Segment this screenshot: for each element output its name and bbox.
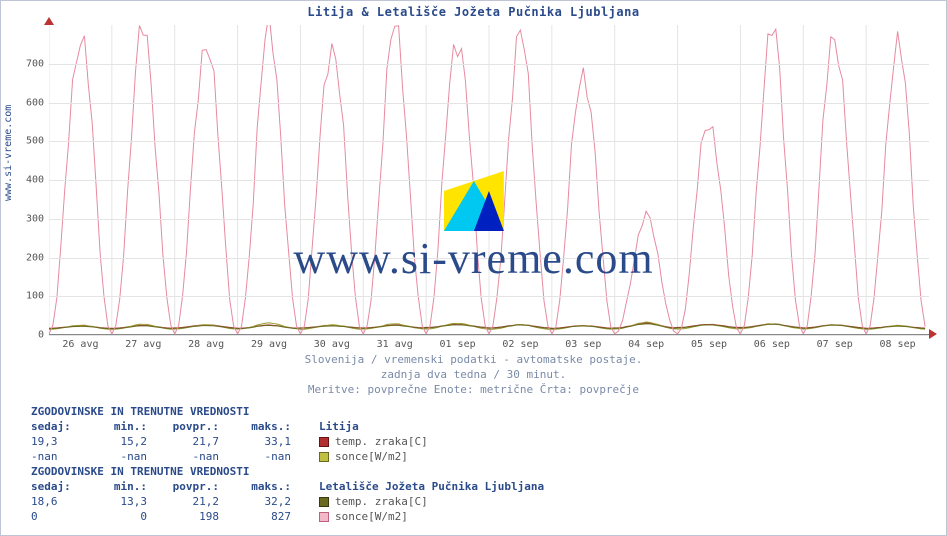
grid-line bbox=[49, 258, 929, 259]
stats-row: -nan-nan-nan-nansonce[W/m2] bbox=[31, 450, 428, 465]
stats-value: 19,3 bbox=[31, 435, 87, 450]
stats-value: 21,7 bbox=[159, 435, 231, 450]
stats-column-label: sedaj: bbox=[31, 480, 87, 495]
stats-columns: sedaj:min.:povpr.:maks.: Letališče Jožeta… bbox=[31, 480, 544, 495]
stats-column-label: povpr.: bbox=[159, 480, 231, 495]
caption-line: zadnja dva tedna / 30 minut. bbox=[1, 368, 946, 383]
x-tick-label: 29 avg bbox=[251, 339, 287, 350]
stats-value: 13,3 bbox=[87, 495, 159, 510]
stats-value: 15,2 bbox=[87, 435, 159, 450]
legend-swatch-icon bbox=[319, 437, 329, 447]
stats-value: 18,6 bbox=[31, 495, 87, 510]
x-tick-label: 08 sep bbox=[880, 339, 916, 350]
plot-area bbox=[49, 25, 929, 335]
x-axis-arrow-icon bbox=[929, 329, 937, 339]
stats-value: 0 bbox=[31, 510, 87, 525]
y-tick-label: 500 bbox=[4, 136, 44, 147]
x-tick-label: 28 avg bbox=[188, 339, 224, 350]
grid-line bbox=[49, 296, 929, 297]
stats-row: 19,315,221,733,1 temp. zraka[C] bbox=[31, 435, 428, 450]
stats-header: ZGODOVINSKE IN TRENUTNE VREDNOSTI bbox=[31, 465, 544, 480]
stats-value: 21,2 bbox=[159, 495, 231, 510]
stats-value: 0 bbox=[87, 510, 159, 525]
legend-label: sonce[W/m2] bbox=[335, 510, 408, 525]
stats-value: -nan bbox=[87, 450, 159, 465]
stats-column-label: maks.: bbox=[231, 480, 303, 495]
stats-column-label: min.: bbox=[87, 480, 159, 495]
x-tick-label: 31 avg bbox=[377, 339, 413, 350]
grid-line bbox=[49, 141, 929, 142]
stats-value: -nan bbox=[31, 450, 87, 465]
stats-value: 198 bbox=[159, 510, 231, 525]
x-tick-label: 02 sep bbox=[502, 339, 538, 350]
legend-swatch-icon bbox=[319, 452, 329, 462]
stats-column-label: maks.: bbox=[231, 420, 303, 435]
y-tick-label: 600 bbox=[4, 97, 44, 108]
stats-columns: sedaj:min.:povpr.:maks.: Litija bbox=[31, 420, 428, 435]
station-name: Letališče Jožeta Pučnika Ljubljana bbox=[319, 480, 544, 495]
stats-value: 33,1 bbox=[231, 435, 303, 450]
legend-label: temp. zraka[C] bbox=[335, 495, 428, 510]
stats-row: 00198827sonce[W/m2] bbox=[31, 510, 544, 525]
x-tick-label: 07 sep bbox=[817, 339, 853, 350]
y-tick-label: 0 bbox=[4, 330, 44, 341]
legend-swatch-icon bbox=[319, 512, 329, 522]
grid-line bbox=[49, 103, 929, 104]
y-tick-label: 200 bbox=[4, 252, 44, 263]
legend-swatch-icon bbox=[319, 497, 329, 507]
stats-column-label: sedaj: bbox=[31, 420, 87, 435]
x-tick-label: 27 avg bbox=[125, 339, 161, 350]
grid-line bbox=[49, 180, 929, 181]
y-tick-label: 400 bbox=[4, 175, 44, 186]
x-tick-label: 05 sep bbox=[691, 339, 727, 350]
legend-label: temp. zraka[C] bbox=[335, 435, 428, 450]
stats-block-brnik: ZGODOVINSKE IN TRENUTNE VREDNOSTIsedaj:m… bbox=[31, 465, 544, 524]
y-tick-label: 700 bbox=[4, 58, 44, 69]
chart-title: Litija & Letališče Jožeta Pučnika Ljublj… bbox=[1, 1, 946, 19]
stats-block-litija: ZGODOVINSKE IN TRENUTNE VREDNOSTIsedaj:m… bbox=[31, 405, 428, 464]
caption-line: Meritve: povprečne Enote: metrične Črta:… bbox=[1, 383, 946, 398]
y-axis-arrow-icon bbox=[44, 17, 54, 25]
stats-value: 32,2 bbox=[231, 495, 303, 510]
chart-frame: Litija & Letališče Jožeta Pučnika Ljublj… bbox=[0, 0, 947, 536]
x-tick-label: 04 sep bbox=[628, 339, 664, 350]
y-tick-label: 100 bbox=[4, 291, 44, 302]
x-tick-label: 26 avg bbox=[62, 339, 98, 350]
y-axis-label: www.si-vreme.com bbox=[3, 105, 14, 201]
stats-column-label: min.: bbox=[87, 420, 159, 435]
stats-row: 18,613,321,232,2 temp. zraka[C] bbox=[31, 495, 544, 510]
x-tick-label: 03 sep bbox=[565, 339, 601, 350]
stats-value: -nan bbox=[159, 450, 231, 465]
y-tick-label: 300 bbox=[4, 213, 44, 224]
grid-line bbox=[49, 335, 929, 336]
stats-value: 827 bbox=[231, 510, 303, 525]
stats-header: ZGODOVINSKE IN TRENUTNE VREDNOSTI bbox=[31, 405, 428, 420]
x-tick-label: 30 avg bbox=[314, 339, 350, 350]
grid-line bbox=[49, 64, 929, 65]
station-name: Litija bbox=[319, 420, 359, 435]
grid-line bbox=[49, 219, 929, 220]
caption-line: Slovenija / vremenski podatki - avtomats… bbox=[1, 353, 946, 368]
chart-caption: Slovenija / vremenski podatki - avtomats… bbox=[1, 353, 946, 398]
stats-column-label: povpr.: bbox=[159, 420, 231, 435]
legend-label: sonce[W/m2] bbox=[335, 450, 408, 465]
x-tick-label: 06 sep bbox=[754, 339, 790, 350]
x-tick-label: 01 sep bbox=[440, 339, 476, 350]
stats-value: -nan bbox=[231, 450, 303, 465]
